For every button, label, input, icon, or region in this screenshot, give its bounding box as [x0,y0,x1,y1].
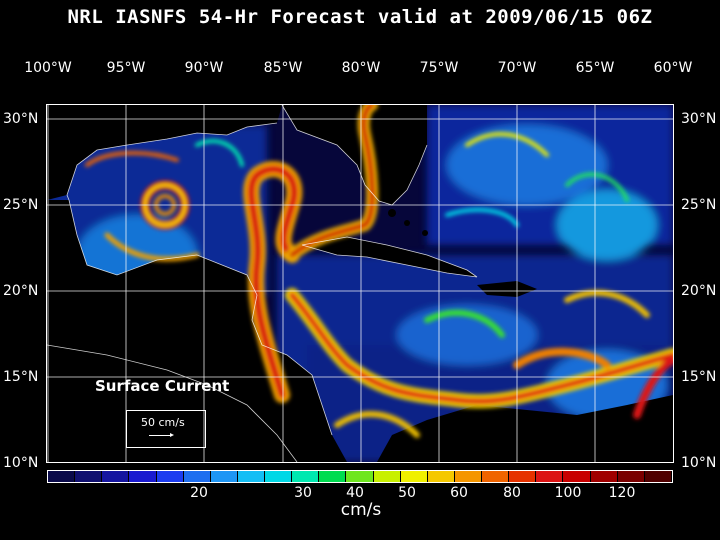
colorbar-swatch [75,471,103,482]
current-map [46,104,674,463]
lon-label: 85°W [263,60,303,76]
lat-label-right: 10°N [681,455,717,471]
lon-label: 60°W [653,60,693,76]
lat-label-right: 20°N [681,283,717,299]
lon-label: 100°W [24,60,72,76]
lat-label-left: 15°N [3,369,39,385]
colorbar-swatch [237,471,265,482]
colorbar-swatch [427,471,455,482]
colorbar-tick-label: 60 [450,485,468,501]
colorbar-swatch [156,471,184,482]
colorbar-tick-label: 20 [190,485,208,501]
lon-label: 70°W [497,60,537,76]
colorbar-swatch [265,471,293,482]
scale-legend-box: 50 cm/s [126,410,206,448]
colorbar-swatch [292,471,320,482]
colorbar-tick-label: 30 [294,485,312,501]
colorbar-tick-label: 80 [503,485,521,501]
colorbar-swatch [48,471,76,482]
lon-label: 65°W [575,60,615,76]
map-graphic [47,105,673,462]
colorbar-swatch [454,471,482,482]
land [47,105,673,462]
colorbar [47,470,673,483]
lat-label-left: 10°N [3,455,39,471]
colorbar-units: cm/s [340,500,382,520]
scale-arrow-icon [149,433,174,437]
colorbar-swatch [563,471,591,482]
colorbar-swatch [644,471,672,482]
colorbar-tick-label: 120 [608,485,636,501]
colorbar-swatch [617,471,645,482]
colorbar-swatch [210,471,238,482]
graticule [47,105,673,462]
lon-label: 75°W [419,60,459,76]
colorbar-swatch [509,471,537,482]
page-title: NRL IASNFS 54-Hr Forecast valid at 2009/… [67,6,653,28]
colorbar-swatch [400,471,428,482]
map-label: Surface Current [95,377,230,395]
colorbar-tick-label: 40 [346,485,364,501]
lon-label: 90°W [184,60,224,76]
colorbar-swatch [319,471,347,482]
colorbar-swatch [183,471,211,482]
lat-label-left: 20°N [3,283,39,299]
colorbar-swatch [536,471,564,482]
lon-label: 95°W [106,60,146,76]
lat-label-right: 30°N [681,111,717,127]
colorbar-swatch [373,471,401,482]
colorbar-swatch [482,471,510,482]
colorbar-tick-label: 50 [398,485,416,501]
colorbar-swatch [129,471,157,482]
lat-label-right: 25°N [681,197,717,213]
scale-label: 50 cm/s [141,416,185,429]
lat-label-left: 25°N [3,197,39,213]
colorbar-swatch [102,471,130,482]
coastline [47,105,478,462]
colorbar-swatch [346,471,374,482]
colorbar-tick-label: 100 [554,485,582,501]
lat-label-right: 15°N [681,369,717,385]
lon-label: 80°W [341,60,381,76]
colorbar-swatch [590,471,618,482]
lat-label-left: 30°N [3,111,39,127]
